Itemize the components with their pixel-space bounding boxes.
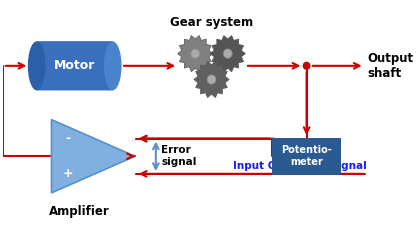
Polygon shape <box>210 36 245 72</box>
Polygon shape <box>194 62 229 98</box>
FancyBboxPatch shape <box>272 138 341 175</box>
Text: Input Command Signal: Input Command Signal <box>233 161 367 171</box>
Text: -: - <box>65 132 70 145</box>
Text: Error
signal: Error signal <box>161 145 197 167</box>
Text: +: + <box>63 167 73 180</box>
Text: Motor: Motor <box>54 59 95 72</box>
Text: Potentio-
meter: Potentio- meter <box>281 145 332 167</box>
Polygon shape <box>52 120 135 193</box>
Circle shape <box>223 49 232 58</box>
Ellipse shape <box>28 41 45 90</box>
Polygon shape <box>178 36 213 72</box>
Text: Amplifier: Amplifier <box>49 205 110 218</box>
Ellipse shape <box>104 41 121 90</box>
FancyBboxPatch shape <box>37 41 113 90</box>
Text: Gear system: Gear system <box>170 16 253 29</box>
Circle shape <box>207 75 216 84</box>
Circle shape <box>191 49 200 58</box>
Text: Output
shaft: Output shaft <box>367 52 413 80</box>
FancyBboxPatch shape <box>37 41 113 90</box>
Circle shape <box>303 62 310 69</box>
